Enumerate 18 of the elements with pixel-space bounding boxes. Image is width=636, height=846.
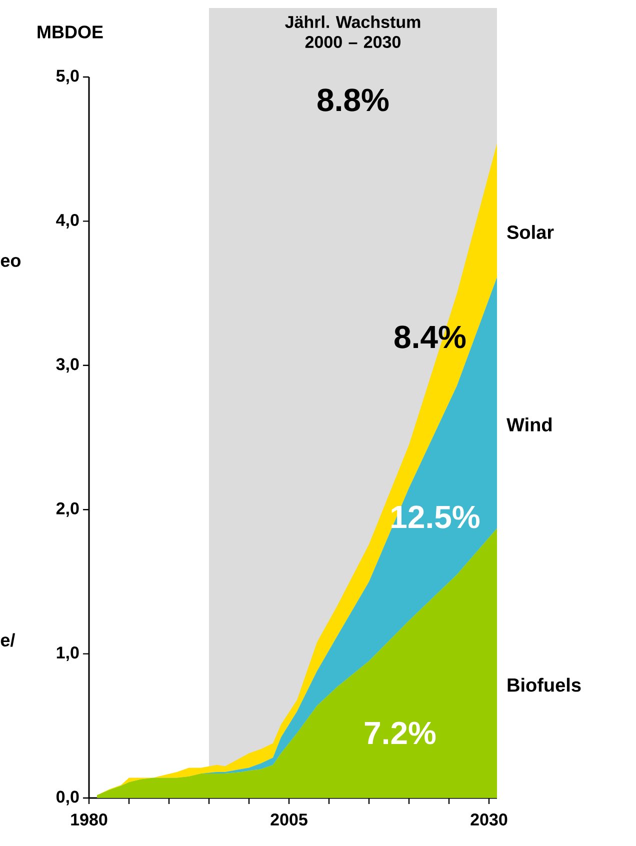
y-tick-label: 3,0: [56, 358, 79, 373]
text: eo: [0, 257, 20, 267]
text: e/: [0, 633, 16, 647]
x-tick-label: 1980: [71, 814, 108, 826]
y-tick-label: 2,0: [56, 502, 79, 517]
y-axis-title: MBDOE: [38, 26, 103, 38]
chart-title: Jährl. Wachstum 2000 – 2030: [285, 16, 420, 48]
y-tick-label: 5,0: [56, 70, 79, 84]
annotation: 7.2%: [364, 722, 436, 744]
series-label: Solar: [507, 225, 554, 239]
x-tick-label: 2005: [270, 814, 308, 826]
series-label: Biofuels: [508, 678, 581, 692]
y-tick-label: 1,0: [56, 646, 79, 662]
annotation: 8.8%: [318, 88, 389, 112]
y-tick-label: 4,0: [56, 214, 79, 228]
series-label: Wind: [506, 418, 552, 432]
y-tick-label: 0,0: [56, 790, 79, 806]
x-tick-label: 2030: [470, 814, 508, 826]
